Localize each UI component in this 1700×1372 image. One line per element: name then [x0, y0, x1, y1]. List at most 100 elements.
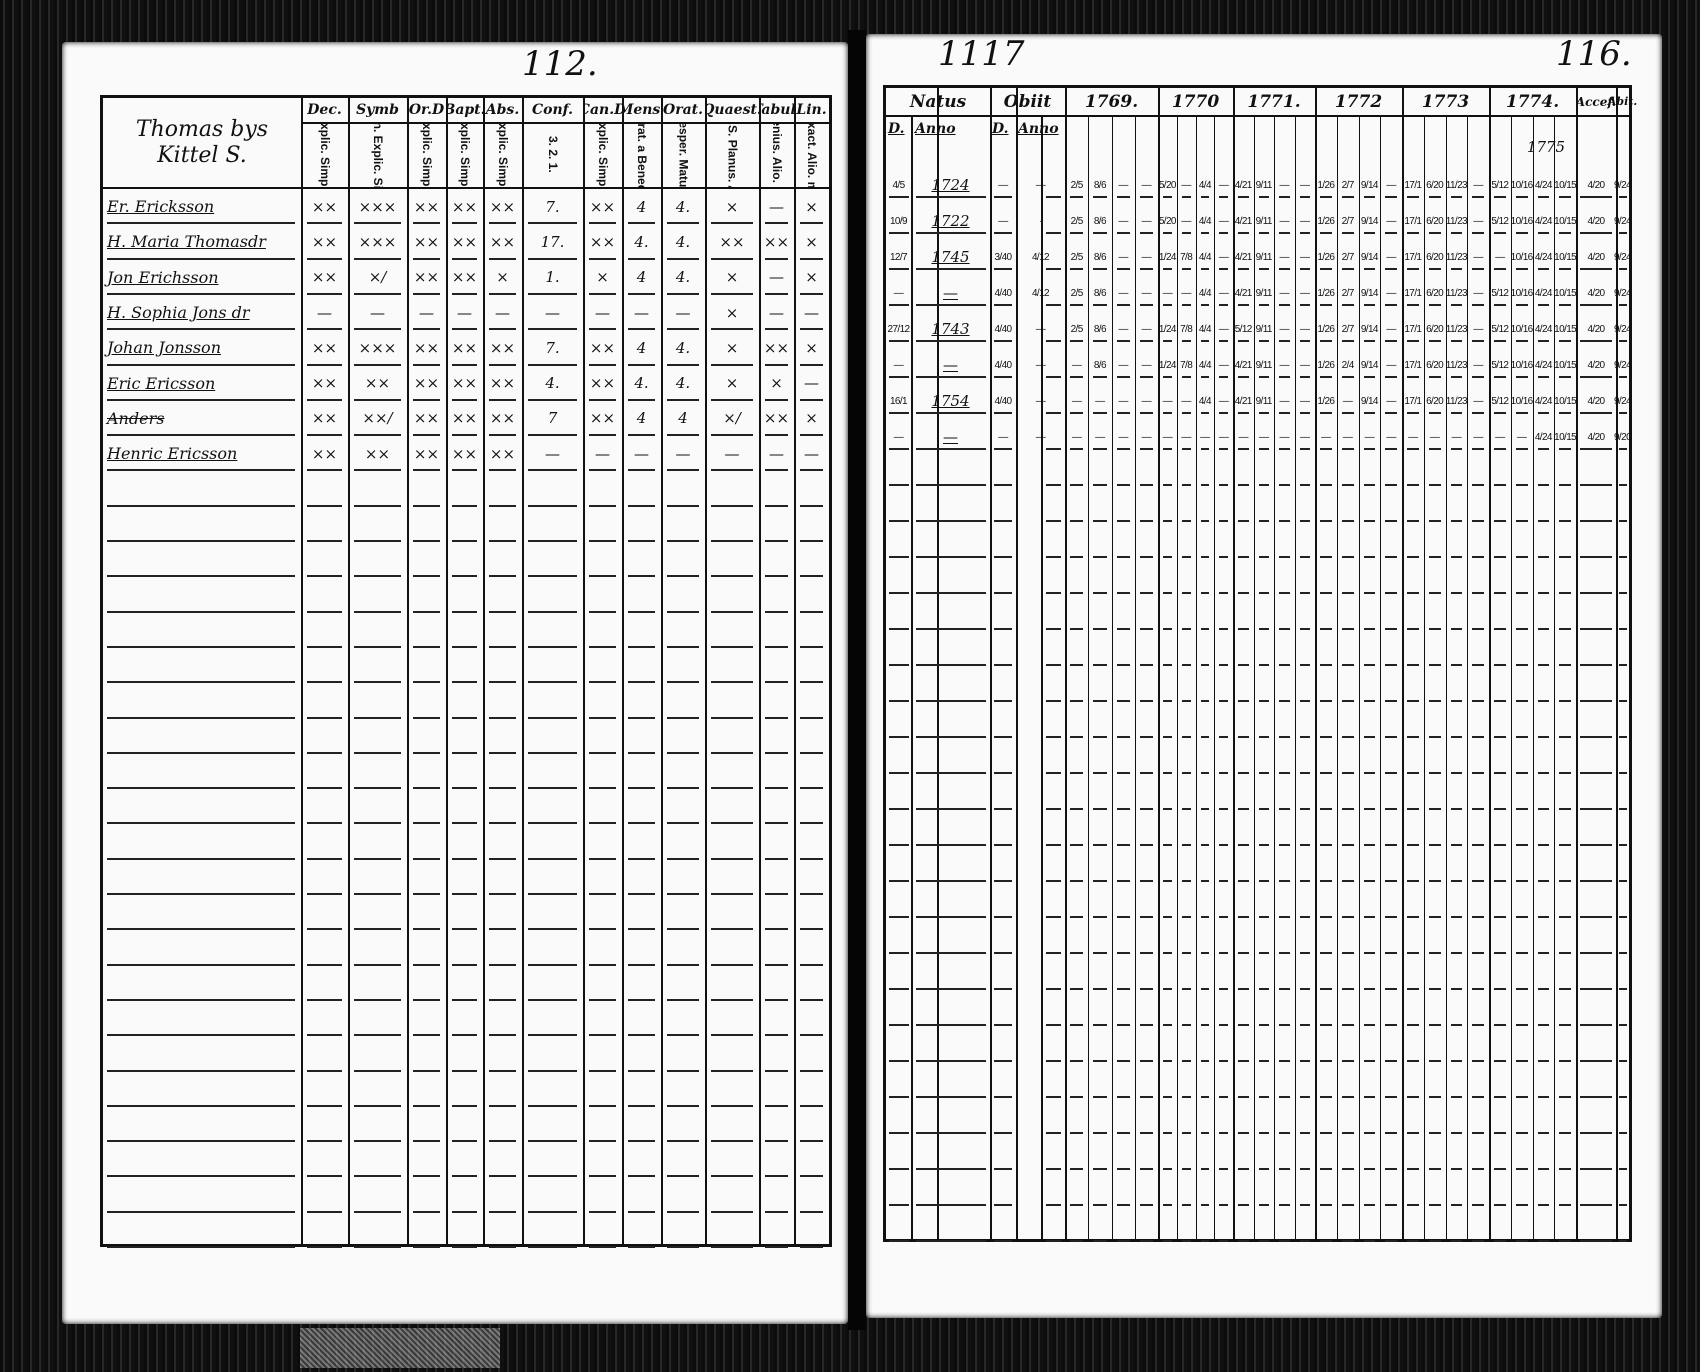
exam-mark: —	[675, 444, 691, 463]
row-dash	[1046, 952, 1061, 954]
row-dash	[1341, 664, 1354, 666]
row-dash	[1363, 1096, 1376, 1098]
year-mark: —	[1141, 359, 1152, 371]
row-line	[452, 469, 477, 472]
row-dash	[1258, 1096, 1269, 1098]
row-line	[711, 610, 753, 613]
row-dash	[1139, 412, 1153, 414]
row-dash	[1407, 1240, 1419, 1242]
row-line	[628, 822, 655, 825]
row-dash	[1200, 628, 1210, 630]
year-mark: —	[1141, 215, 1152, 227]
row-dash	[1219, 412, 1228, 414]
year-mark: 9/14	[1360, 215, 1379, 227]
row-line	[489, 398, 516, 401]
row-dash	[916, 736, 986, 738]
row-dash	[1385, 1204, 1397, 1206]
year-mark: 11/23	[1445, 359, 1468, 371]
row-dash	[1363, 304, 1376, 306]
row-line	[765, 292, 788, 295]
row-dash	[1163, 376, 1172, 378]
row-dash	[1238, 1024, 1249, 1026]
accef-header: Accef.	[1576, 94, 1616, 109]
row-dash	[1200, 1204, 1210, 1206]
row-dash	[1181, 988, 1191, 990]
row-dash	[1139, 844, 1153, 846]
exam-mark: ×	[725, 197, 739, 216]
row-dash	[1299, 988, 1310, 990]
row-line	[711, 1140, 753, 1143]
row-dash	[1450, 844, 1463, 846]
row-dash	[994, 448, 1012, 450]
exam-mark: —	[769, 197, 784, 216]
row-dash	[1093, 772, 1107, 774]
column-divider	[937, 88, 939, 1239]
row-dash	[1619, 1096, 1627, 1098]
year-mark: —	[1071, 431, 1082, 443]
year-mark: 6/20	[1426, 215, 1444, 227]
year-mark: 10/16	[1510, 323, 1534, 335]
row-line	[765, 716, 788, 719]
row-dash	[1116, 1204, 1130, 1206]
row-line	[667, 363, 699, 366]
row-dash	[1407, 664, 1419, 666]
row-line	[489, 540, 516, 542]
row-dash	[1494, 448, 1506, 450]
row-dash	[1450, 1204, 1463, 1206]
row-line	[413, 1246, 440, 1248]
row-dash	[1494, 808, 1506, 810]
row-dash	[1515, 772, 1528, 774]
row-line	[711, 434, 753, 437]
exam-mark: —	[769, 444, 784, 463]
year-mark: —	[1279, 395, 1290, 407]
accef-value: 4/20	[1587, 395, 1605, 407]
year-mark: 4/4	[1198, 179, 1212, 191]
row-line	[667, 257, 699, 260]
obiit-day: 4/40	[994, 287, 1012, 299]
row-dash	[889, 556, 909, 558]
row-dash	[1341, 1168, 1354, 1170]
scan-artifact	[300, 1328, 500, 1368]
year-mark: 1/24	[1158, 323, 1177, 335]
row-dash	[1428, 916, 1441, 918]
year-header: 1772	[1334, 91, 1383, 112]
row-dash	[1139, 592, 1153, 594]
abit-value: 9/24	[1613, 215, 1632, 227]
row-dash	[1537, 196, 1550, 198]
row-dash	[1238, 916, 1249, 918]
row-dash	[1279, 808, 1290, 810]
row-dash	[1341, 520, 1354, 522]
year-mark: 4/24	[1534, 395, 1553, 407]
row-dash	[1619, 916, 1627, 918]
row-line	[528, 610, 577, 613]
row-line	[452, 434, 477, 437]
year-mark: —	[1141, 395, 1152, 407]
year-mark: 2/5	[1070, 215, 1084, 227]
row-dash	[1472, 952, 1484, 954]
accef-value: 4/20	[1587, 431, 1605, 443]
column-subheader: Plenius. Alio. m.	[770, 122, 784, 187]
row-dash	[1093, 1060, 1107, 1062]
column-divider	[622, 98, 624, 1244]
year-mark: —	[1279, 323, 1290, 335]
exam-mark: —	[595, 444, 610, 463]
row-dash	[1279, 844, 1290, 846]
column-header: Quaest.	[705, 102, 759, 118]
row-dash	[1279, 556, 1290, 558]
row-dash	[1116, 772, 1130, 774]
row-dash	[916, 808, 986, 810]
row-dash	[1580, 520, 1612, 522]
row-line	[528, 1034, 577, 1037]
row-line	[765, 504, 788, 507]
row-dash	[1515, 1132, 1528, 1134]
row-line	[307, 893, 342, 895]
row-dash	[1559, 1132, 1571, 1134]
row-line	[589, 610, 616, 613]
row-dash	[1258, 592, 1269, 594]
subcolumn-divider	[1253, 115, 1255, 1239]
row-dash	[1515, 1204, 1528, 1206]
row-dash	[1385, 448, 1397, 450]
row-dash	[994, 1096, 1012, 1098]
exam-mark: 4.	[634, 374, 649, 393]
year-mark: 9/11	[1255, 215, 1273, 227]
